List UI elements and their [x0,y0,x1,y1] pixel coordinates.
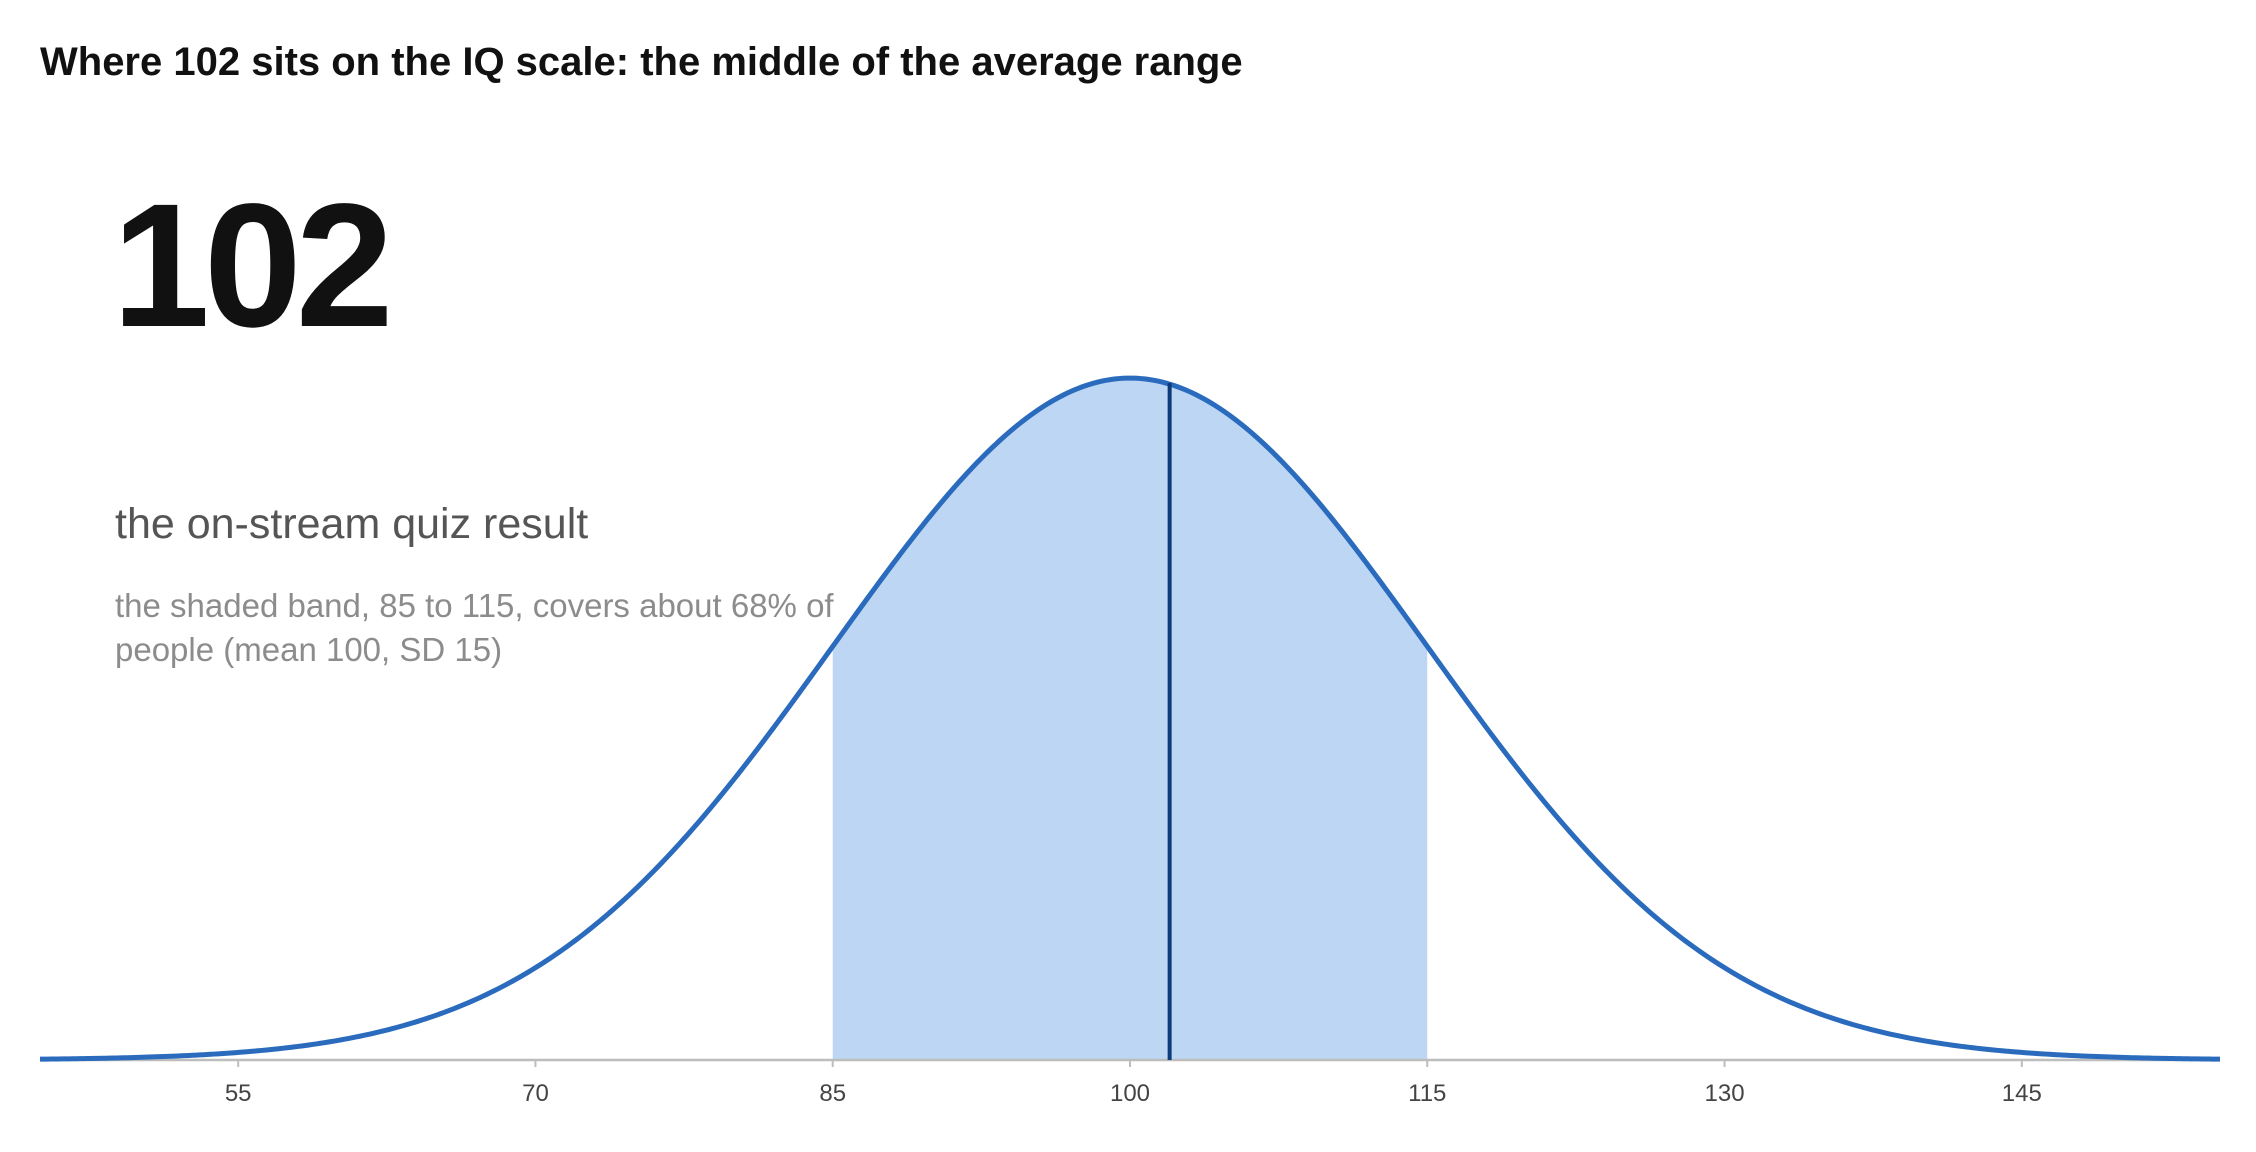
band-note: the shaded band, 85 to 115, covers about… [115,587,834,668]
x-tick-label: 100 [1110,1080,1150,1107]
x-tick-label: 85 [819,1080,846,1107]
x-tick-label: 55 [225,1080,252,1107]
x-tick-label: 70 [522,1080,549,1107]
highlight-value: 102 [112,168,394,364]
chart-title: Where 102 sits on the IQ scale: the midd… [40,40,1243,84]
shaded-band-85-115 [832,378,1428,1061]
highlight-label: the on-stream quiz result [115,500,589,548]
bell-curve [39,375,2221,1062]
x-tick-label: 115 [1408,1080,1446,1107]
x-tick-label: 145 [2002,1080,2042,1107]
x-tick-label: 130 [1705,1080,1745,1107]
